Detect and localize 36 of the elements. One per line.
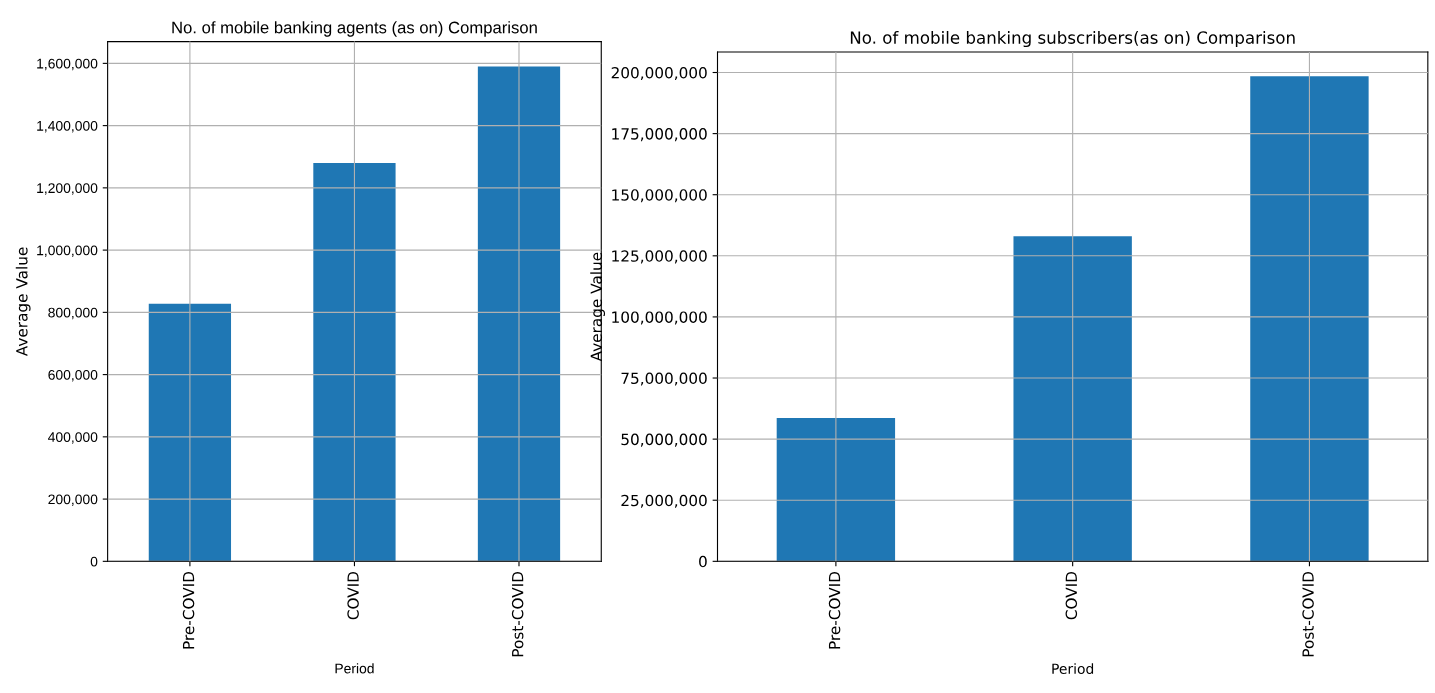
x-axis-title: Period xyxy=(335,663,374,674)
x-axis-title: Period xyxy=(1052,663,1094,674)
bar xyxy=(148,303,232,562)
y-tick-label: 400,000 xyxy=(48,432,98,444)
bar xyxy=(1013,236,1132,562)
chart-title: No. of mobile banking agents (as on) Comparison xyxy=(172,21,537,37)
y-tick-label: 1,400,000 xyxy=(37,120,98,133)
x-tick-label: Pre-COVID xyxy=(182,571,195,649)
x-tick-label: Post-COVID xyxy=(1302,571,1314,657)
bar xyxy=(1250,76,1369,562)
y-axis-title: Average Value xyxy=(15,247,31,357)
bar xyxy=(776,418,896,562)
y-tick-label: 1,000,000 xyxy=(37,245,98,257)
y-tick-label: 200,000 xyxy=(48,494,98,506)
y-tick-label: 600,000 xyxy=(48,369,98,382)
bar xyxy=(313,162,396,562)
y-tick-label: 150,000,000 xyxy=(612,189,707,203)
bar xyxy=(477,66,561,562)
y-axis-title: Average Value xyxy=(590,252,606,362)
chart-title: No. of mobile banking subscribers(as on) Comparison xyxy=(850,30,1295,48)
x-tick-label: COVID xyxy=(347,571,359,620)
y-tick-label: 50,000,000 xyxy=(621,433,707,447)
y-tick-label: 800,000 xyxy=(48,307,98,320)
x-tick-label: Pre-COVID xyxy=(828,571,841,649)
y-tick-label: 0 xyxy=(699,555,707,568)
y-tick-label: 100,000,000 xyxy=(612,311,707,325)
y-tick-label: 1,200,000 xyxy=(37,183,98,195)
y-tick-label: 175,000,000 xyxy=(612,128,707,142)
y-tick-label: 125,000,000 xyxy=(612,250,707,264)
x-tick-label: COVID xyxy=(1065,571,1078,620)
x-tick-label: Post-COVID xyxy=(511,571,524,657)
y-tick-label: 200,000,000 xyxy=(611,66,707,81)
y-tick-label: 75,000,000 xyxy=(621,372,707,386)
y-tick-label: 25,000,000 xyxy=(621,494,707,508)
y-tick-label: 0 xyxy=(90,556,98,567)
y-tick-label: 1,600,000 xyxy=(37,58,98,71)
